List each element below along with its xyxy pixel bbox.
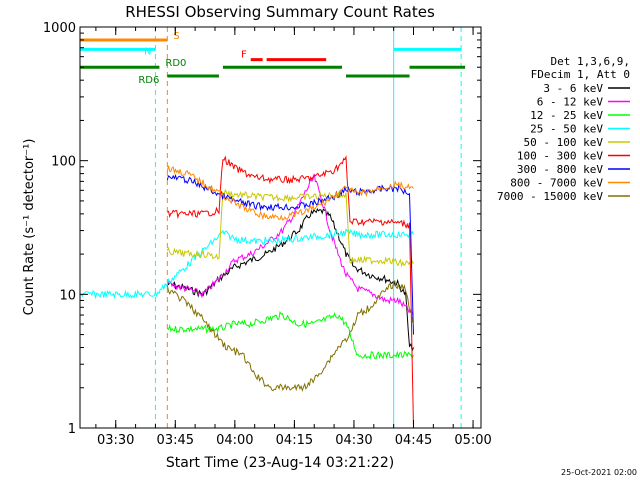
legend-header: FDecim 1, Att 0 bbox=[531, 68, 630, 81]
series-line bbox=[167, 310, 414, 360]
y-axis-label: Count Rate (s⁻¹ detector⁻¹) bbox=[22, 139, 37, 316]
legend-entry-label: 7000 - 15000 keV bbox=[497, 190, 603, 203]
legend-header: Det 1,3,6,9, bbox=[551, 55, 630, 68]
x-tick-label: 04:45 bbox=[395, 433, 432, 448]
state-bar-label: F bbox=[241, 50, 247, 61]
x-tick-label: 04:00 bbox=[216, 433, 253, 448]
legend-entry-label: 50 - 100 keV bbox=[524, 136, 604, 149]
plot-frame bbox=[79, 26, 482, 429]
x-tick-label: 03:30 bbox=[97, 433, 134, 448]
x-tick-label: 04:15 bbox=[276, 433, 313, 448]
y-tick-label: 10 bbox=[59, 288, 76, 303]
state-bar-label: RD6 bbox=[138, 75, 159, 86]
legend-entry-label: 100 - 300 keV bbox=[517, 150, 603, 163]
y-tick-label: 1000 bbox=[43, 21, 76, 36]
state-bar-label: RD0 bbox=[165, 58, 186, 69]
series-line bbox=[167, 155, 414, 428]
y-tick-label: 1 bbox=[68, 422, 76, 437]
legend-entry-label: 300 - 800 keV bbox=[517, 163, 603, 176]
state-bar-label: N bbox=[144, 46, 151, 57]
legend-entry-label: 25 - 50 keV bbox=[530, 123, 603, 136]
legend-entry-label: 800 - 7000 keV bbox=[510, 177, 603, 190]
legend-entry-label: 3 - 6 keV bbox=[543, 82, 603, 95]
x-tick-label: 03:45 bbox=[157, 433, 194, 448]
x-tick-label: 05:00 bbox=[454, 433, 491, 448]
y-tick-label: 100 bbox=[51, 155, 76, 170]
state-bar-label: S bbox=[173, 31, 179, 42]
series-line bbox=[166, 165, 414, 221]
series-line bbox=[167, 208, 414, 353]
x-axis-label: Start Time (23-Aug-14 03:21:22) bbox=[166, 455, 394, 471]
timestamp: 25-Oct-2021 02:00 bbox=[561, 468, 637, 477]
x-tick-label: 04:30 bbox=[335, 433, 372, 448]
legend-entry-label: 12 - 25 keV bbox=[530, 109, 603, 122]
series-line bbox=[166, 173, 414, 316]
series-line bbox=[80, 228, 414, 300]
series-line bbox=[166, 280, 414, 393]
chart-title: RHESSI Observing Summary Count Rates bbox=[125, 3, 435, 21]
series-line bbox=[166, 188, 414, 269]
legend-entry-label: 6 - 12 keV bbox=[537, 96, 604, 109]
